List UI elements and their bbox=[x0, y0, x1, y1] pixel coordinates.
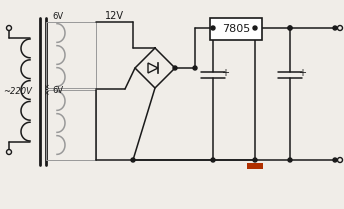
Circle shape bbox=[131, 158, 135, 162]
Text: 12V: 12V bbox=[105, 11, 124, 21]
Circle shape bbox=[253, 158, 257, 162]
Text: 6V: 6V bbox=[52, 12, 63, 21]
Circle shape bbox=[7, 149, 11, 154]
Circle shape bbox=[337, 25, 343, 31]
Circle shape bbox=[193, 66, 197, 70]
Circle shape bbox=[288, 26, 292, 30]
Circle shape bbox=[333, 26, 337, 30]
Bar bbox=[46, 90, 96, 160]
Circle shape bbox=[253, 26, 257, 30]
Bar bbox=[210, 18, 262, 40]
Text: +: + bbox=[221, 68, 229, 78]
Text: 6V: 6V bbox=[52, 86, 63, 95]
Text: ~220V: ~220V bbox=[3, 88, 32, 97]
Circle shape bbox=[211, 26, 215, 30]
Circle shape bbox=[288, 26, 292, 30]
Circle shape bbox=[337, 158, 343, 163]
Text: +: + bbox=[298, 68, 306, 78]
Text: ×: × bbox=[43, 90, 49, 96]
Circle shape bbox=[288, 158, 292, 162]
Bar bbox=[247, 163, 263, 169]
Bar bbox=[46, 22, 96, 88]
Text: ×: × bbox=[43, 84, 49, 90]
Circle shape bbox=[333, 158, 337, 162]
Text: 7805: 7805 bbox=[222, 24, 250, 34]
Circle shape bbox=[173, 66, 177, 70]
Circle shape bbox=[211, 158, 215, 162]
Circle shape bbox=[7, 25, 11, 31]
